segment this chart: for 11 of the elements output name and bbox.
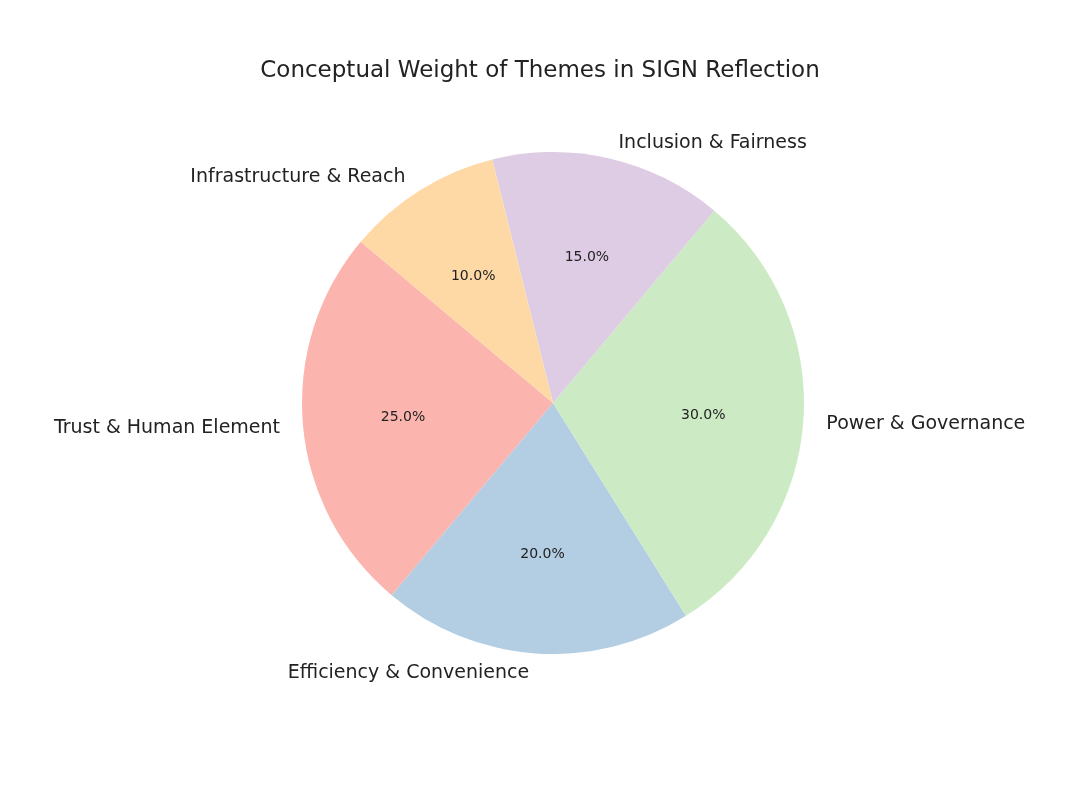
slice-label: Trust & Human Element <box>52 415 281 438</box>
data-label: 30.0% <box>680 405 726 422</box>
data-label: 15.0% <box>564 248 610 265</box>
slice-label: Inclusion & Fairness <box>618 129 807 152</box>
data-label: 25.0% <box>380 408 426 425</box>
slice-label: Power & Governance <box>826 410 1026 433</box>
slice-label: Efficiency & Convenience <box>287 660 530 683</box>
data-label: 20.0% <box>520 545 565 562</box>
chart-title: Conceptual Weight of Themes in SIGN Reflection <box>260 55 820 82</box>
data-label: 10.0% <box>450 267 496 284</box>
slice-label: Infrastructure & Reach <box>190 163 406 186</box>
